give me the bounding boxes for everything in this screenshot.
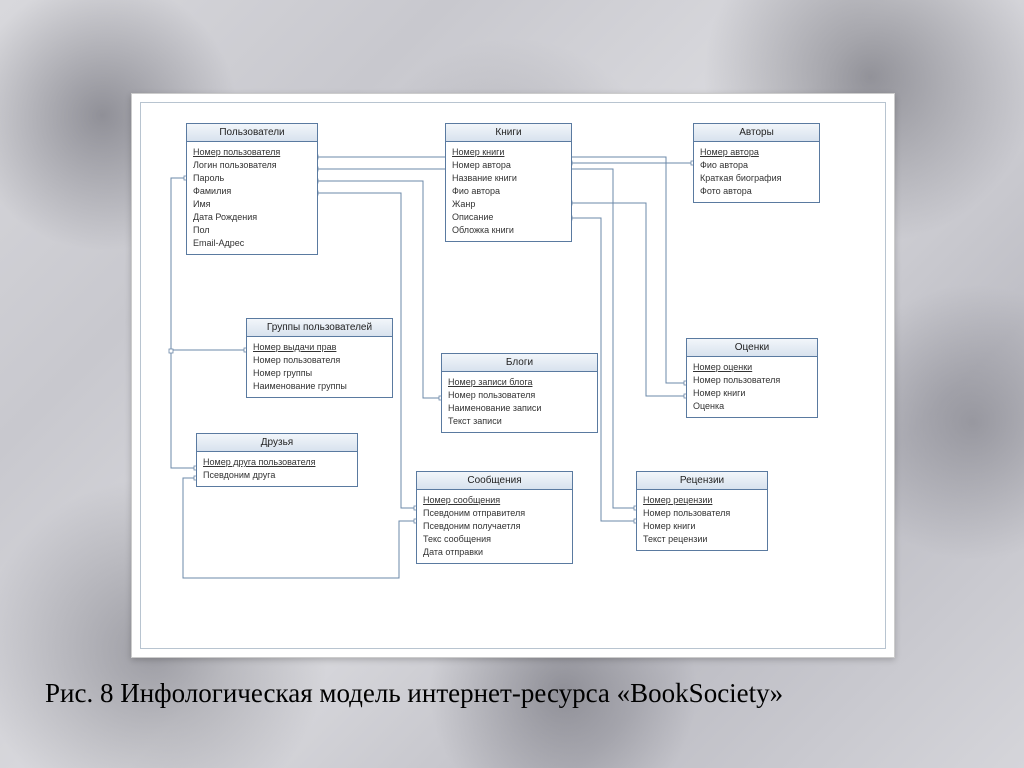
entity-attr: Номер группы: [253, 367, 386, 380]
entity-attr: Номер книги: [452, 146, 565, 159]
entity-title: Пользователи: [187, 124, 317, 142]
entity-attr: Текст записи: [448, 415, 591, 428]
entity-attr: Логин пользователя: [193, 159, 311, 172]
entity-attr: Номер сообщения: [423, 494, 566, 507]
entity-body: Номер рецензииНомер пользователяНомер кн…: [637, 490, 767, 550]
entity-attr: Номер автора: [452, 159, 565, 172]
entity-body: Номер записи блогаНомер пользователяНаим…: [442, 372, 597, 432]
entity-attr: Обложка книги: [452, 224, 565, 237]
diagram-canvas: ПользователиНомер пользователяЛогин поль…: [131, 93, 895, 658]
entity-title: Книги: [446, 124, 571, 142]
entity-attr: Номер автора: [700, 146, 813, 159]
entity-attr: Номер пользователя: [693, 374, 811, 387]
entity-books: КнигиНомер книгиНомер автораНазвание кни…: [445, 123, 572, 242]
entity-attr: Дата отправки: [423, 546, 566, 559]
entity-attr: Псевдоним получаетля: [423, 520, 566, 533]
entity-usergroups: Группы пользователейНомер выдачи правНом…: [246, 318, 393, 398]
entity-attr: Псевдоним отправителя: [423, 507, 566, 520]
entity-body: Номер книгиНомер автораНазвание книгиФио…: [446, 142, 571, 241]
entity-ratings: ОценкиНомер оценкиНомер пользователяНоме…: [686, 338, 818, 418]
entity-body: Номер оценкиНомер пользователяНомер книг…: [687, 357, 817, 417]
entity-users: ПользователиНомер пользователяЛогин поль…: [186, 123, 318, 255]
marble-background: ПользователиНомер пользователяЛогин поль…: [0, 0, 1024, 768]
entity-attr: Номер книги: [643, 520, 761, 533]
entity-attr: Текст рецензии: [643, 533, 761, 546]
entity-title: Авторы: [694, 124, 819, 142]
entity-body: Номер пользователяЛогин пользователяПаро…: [187, 142, 317, 254]
entity-attr: Номер записи блога: [448, 376, 591, 389]
entity-attr: Фото автора: [700, 185, 813, 198]
entity-attr: Наименование записи: [448, 402, 591, 415]
entity-attr: Номер пользователя: [253, 354, 386, 367]
entity-attr: Номер книги: [693, 387, 811, 400]
entity-title: Оценки: [687, 339, 817, 357]
entity-messages: СообщенияНомер сообщенияПсевдоним отправ…: [416, 471, 573, 564]
entity-attr: Номер оценки: [693, 361, 811, 374]
entity-attr: Текс сообщения: [423, 533, 566, 546]
entity-title: Сообщения: [417, 472, 572, 490]
entity-attr: Email-Адрес: [193, 237, 311, 250]
entity-body: Номер сообщенияПсевдоним отправителяПсев…: [417, 490, 572, 563]
entity-attr: Имя: [193, 198, 311, 211]
entity-body: Номер друга пользователяПсевдоним друга: [197, 452, 357, 486]
entity-attr: Псевдоним друга: [203, 469, 351, 482]
figure-caption: Рис. 8 Инфологическая модель интернет-ре…: [45, 678, 783, 709]
entity-attr: Пол: [193, 224, 311, 237]
entity-attr: Описание: [452, 211, 565, 224]
entity-attr: Фио автора: [700, 159, 813, 172]
entity-reviews: РецензииНомер рецензииНомер пользователя…: [636, 471, 768, 551]
entity-attr: Номер пользователя: [448, 389, 591, 402]
entity-attr: Жанр: [452, 198, 565, 211]
entity-friends: ДрузьяНомер друга пользователяПсевдоним …: [196, 433, 358, 487]
entity-attr: Краткая биография: [700, 172, 813, 185]
entity-title: Блоги: [442, 354, 597, 372]
entity-attr: Номер друга пользователя: [203, 456, 351, 469]
entity-attr: Название книги: [452, 172, 565, 185]
entity-attr: Оценка: [693, 400, 811, 413]
entity-attr: Номер пользователя: [193, 146, 311, 159]
entity-title: Рецензии: [637, 472, 767, 490]
entity-attr: Дата Рождения: [193, 211, 311, 224]
entity-attr: Номер выдачи прав: [253, 341, 386, 354]
entity-attr: Пароль: [193, 172, 311, 185]
entity-authors: АвторыНомер автораФио автораКраткая биог…: [693, 123, 820, 203]
entity-attr: Фио автора: [452, 185, 565, 198]
entity-blogs: БлогиНомер записи блогаНомер пользовател…: [441, 353, 598, 433]
entity-attr: Наименование группы: [253, 380, 386, 393]
entity-attr: Номер рецензии: [643, 494, 761, 507]
entity-attr: Номер пользователя: [643, 507, 761, 520]
entity-body: Номер автораФио автораКраткая биографияФ…: [694, 142, 819, 202]
entity-title: Друзья: [197, 434, 357, 452]
diagram-inner: ПользователиНомер пользователяЛогин поль…: [140, 102, 886, 649]
entity-attr: Фамилия: [193, 185, 311, 198]
entity-title: Группы пользователей: [247, 319, 392, 337]
entity-body: Номер выдачи правНомер пользователяНомер…: [247, 337, 392, 397]
